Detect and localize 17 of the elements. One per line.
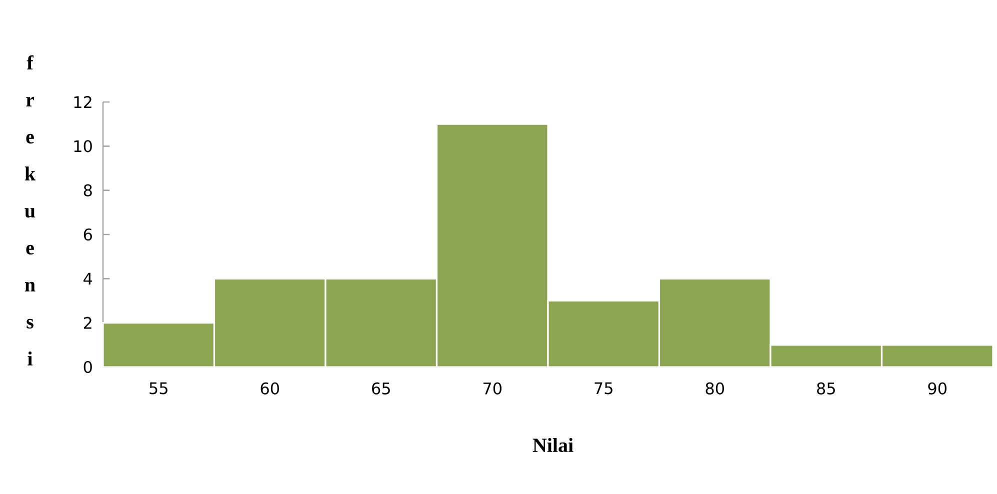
x-tick-label: 90 bbox=[928, 382, 946, 394]
x-tick-label: 85 bbox=[817, 382, 835, 394]
x-tick-label: 70 bbox=[484, 382, 502, 394]
x-axis-title: Nilai bbox=[532, 438, 574, 452]
x-tick-label: 55 bbox=[150, 382, 168, 394]
y-tick-label: 10 bbox=[74, 140, 92, 152]
x-tick-label: 60 bbox=[260, 382, 279, 394]
text: frekuensi bbox=[24, 55, 36, 366]
y-tick-label: 8 bbox=[84, 184, 92, 196]
x-tick-label: 65 bbox=[372, 382, 390, 394]
y-tick-label: 2 bbox=[84, 316, 92, 329]
y-tick-label: 0 bbox=[84, 360, 92, 374]
y-tick-label: 6 bbox=[84, 228, 92, 241]
x-tick-label: 80 bbox=[706, 382, 724, 394]
y-tick-label: 12 bbox=[74, 96, 92, 108]
x-tick-label: 75 bbox=[594, 382, 612, 394]
y-tick-label: 4 bbox=[84, 272, 92, 284]
